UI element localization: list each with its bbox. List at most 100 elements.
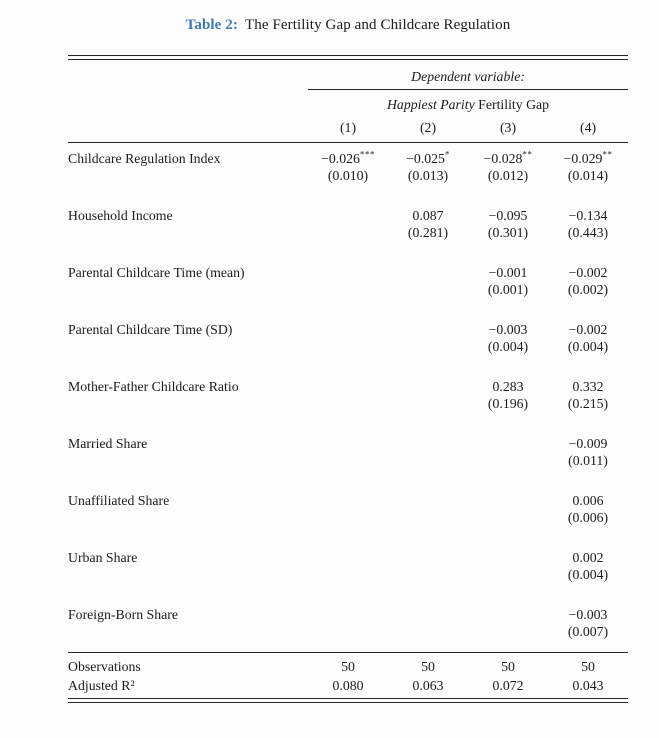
standard-error-row: (0.006)	[68, 509, 628, 526]
coefficient-value	[388, 376, 468, 395]
standard-error-value	[388, 338, 468, 355]
coefficient-value: −0.029**	[563, 149, 613, 166]
standard-error-value	[308, 509, 388, 526]
standard-error-value: (0.281)	[407, 225, 449, 240]
coefficient-value: −0.134	[568, 208, 608, 223]
empty-cell	[68, 115, 308, 143]
empty-cell	[68, 395, 308, 412]
empty-cell	[68, 224, 308, 241]
bottom-double-rule	[68, 698, 628, 703]
coefficient-value: 0.332	[572, 379, 604, 394]
stats-body: Observations 50 50 50 50 Adjusted R² 0.080 0.06…	[68, 652, 629, 699]
standard-error-value	[388, 395, 468, 412]
standard-error-value	[308, 395, 388, 412]
coefficient-value	[308, 547, 388, 566]
empty-cell	[68, 509, 308, 526]
coefficient-value	[388, 433, 468, 452]
significance-stars: ***	[359, 149, 375, 160]
variable-label: Parental Childcare Time (SD)	[68, 322, 233, 337]
spacer-cell	[68, 640, 628, 653]
spacer-row	[68, 355, 628, 376]
coefficient-value	[388, 604, 468, 623]
table-number-label: Table 2:	[185, 17, 238, 33]
coefficient-value	[388, 547, 468, 566]
standard-error-value: (0.004)	[567, 339, 609, 354]
significance-stars: **	[522, 149, 533, 160]
coefficient-value: −0.028**	[483, 149, 533, 166]
spacer-row	[68, 298, 628, 319]
standard-error-value: (0.215)	[567, 396, 609, 411]
coefficient-value: −0.003	[568, 607, 608, 622]
coefficient-value	[308, 433, 388, 452]
standard-error-value	[388, 281, 468, 298]
standard-error-row: (0.004)	[68, 566, 628, 583]
regression-table: Dependent variable: Happiest Parity Fert…	[68, 60, 629, 699]
coefficient-value: −0.002	[568, 322, 608, 337]
coefficient-row: Mother-Father Childcare Ratio 0.283 0.332	[68, 376, 628, 395]
standard-error-row: (0.011)	[68, 452, 628, 469]
standard-error-row: (0.004) (0.004)	[68, 338, 628, 355]
coefficient-row: Parental Childcare Time (SD) −0.003 −0.002	[68, 319, 628, 338]
standard-error-value: (0.301)	[487, 225, 529, 240]
coefficients-body: Childcare Regulation Index −0.026*** −0.02…	[68, 143, 628, 653]
standard-error-value: (0.006)	[567, 510, 609, 525]
column-header: (3)	[468, 115, 548, 143]
coefficient-row: Household Income 0.087 −0.095 −0.134	[68, 205, 628, 224]
spacer-row	[68, 469, 628, 490]
standard-error-row: (0.001) (0.002)	[68, 281, 628, 298]
standard-error-value	[468, 566, 548, 583]
coefficient-value	[468, 547, 548, 566]
standard-error-row: (0.007)	[68, 623, 628, 640]
stat-label: Observations	[68, 652, 308, 676]
standard-error-value	[308, 623, 388, 640]
coefficient-value: −0.002	[568, 265, 608, 280]
empty-cell	[68, 167, 308, 184]
standard-error-value: (0.014)	[567, 168, 609, 183]
standard-error-value: (0.004)	[567, 567, 609, 582]
stat-value: 0.072	[492, 678, 524, 693]
variable-label: Childcare Regulation Index	[68, 151, 221, 166]
stat-value: 0.063	[412, 678, 444, 693]
standard-error-value	[468, 509, 548, 526]
variable-label: Household Income	[68, 208, 173, 223]
coefficient-value: −0.009	[568, 436, 608, 451]
coefficient-value	[308, 490, 388, 509]
coefficient-value: −0.095	[488, 208, 528, 223]
dependent-variable-label: Dependent variable:	[308, 60, 629, 90]
spacer-cell	[68, 355, 628, 376]
spacer-cell	[68, 241, 628, 262]
coefficient-value	[308, 319, 388, 338]
dv-name-rest: Fertility Gap	[474, 97, 550, 112]
standard-error-value: (0.010)	[327, 168, 369, 183]
standard-error-value	[388, 623, 468, 640]
coefficient-value: −0.001	[488, 265, 528, 280]
coefficient-value	[468, 433, 548, 452]
coefficient-value	[388, 490, 468, 509]
spacer-row	[68, 640, 628, 653]
summary-stat-row: Observations 50 50 50 50	[68, 652, 629, 676]
empty-cell	[68, 90, 308, 116]
standard-error-value: (0.004)	[487, 339, 529, 354]
column-header: (1)	[308, 115, 388, 143]
coefficient-row: Urban Share 0.002	[68, 547, 628, 566]
spacer-cell	[68, 184, 628, 205]
coefficient-value: −0.025*	[406, 149, 450, 166]
summary-stat-row: Adjusted R² 0.080 0.063 0.072 0.043	[68, 676, 628, 698]
empty-cell	[68, 281, 308, 298]
standard-error-value	[388, 566, 468, 583]
standard-error-value	[308, 452, 388, 469]
standard-error-value: (0.443)	[567, 225, 609, 240]
coefficient-value: 0.087	[412, 208, 444, 223]
standard-error-row: (0.010) (0.013) (0.012) (0.014)	[68, 167, 628, 184]
standard-error-row: (0.281) (0.301) (0.443)	[68, 224, 628, 241]
standard-error-value: (0.002)	[567, 282, 609, 297]
coefficient-value	[308, 604, 388, 623]
spacer-cell	[68, 583, 628, 604]
spacer-row	[68, 526, 628, 547]
top-double-rule	[68, 55, 628, 60]
dv-name-row: Happiest Parity Fertility Gap	[68, 90, 628, 116]
significance-stars: *	[444, 149, 450, 160]
standard-error-value	[308, 338, 388, 355]
stat-value: 0.080	[332, 678, 364, 693]
coefficient-row: Childcare Regulation Index −0.026*** −0.02…	[68, 143, 628, 168]
